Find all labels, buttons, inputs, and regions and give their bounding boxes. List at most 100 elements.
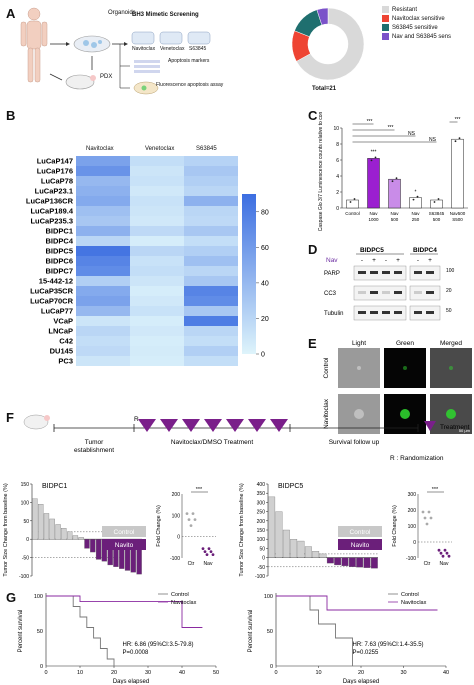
y-tick-label: 0 [40, 664, 43, 670]
panel-d-label: D [308, 242, 318, 257]
waterfall-bar [319, 553, 327, 558]
heatmap-cell [76, 206, 130, 216]
legend-swatch [382, 33, 389, 40]
micro-row-label: Control [323, 357, 330, 379]
heatmap-row-label: LuCaP189.4 [30, 207, 73, 216]
treatment-legend: Treatment [440, 424, 470, 431]
waterfall-bar [43, 513, 50, 540]
legend-swatch [382, 24, 389, 31]
waterfall-bidpc1: Tumor Size Change from baseline (%) 150 10… [3, 482, 216, 580]
heatmap-cell [76, 196, 130, 206]
blot-col1: BIDPC5 [360, 247, 384, 254]
heatmap-cell [184, 186, 238, 196]
heatmap-cell [76, 176, 130, 186]
legend-control: Control [401, 592, 419, 598]
bar-point [370, 159, 373, 162]
fold-y-tick: 0 [177, 535, 180, 541]
y-tick-label: 2 [336, 190, 339, 196]
blot-icon [134, 60, 160, 73]
blot-row-label: PARP [324, 271, 340, 277]
legend-label: Navitoclax sensitive [392, 15, 445, 22]
heatmap-cell [184, 296, 238, 306]
survival-right: Percent survival Days elapsed 0 50 100 0 10 20 3… [248, 592, 449, 684]
treatment-marker [226, 419, 244, 432]
fold-point [189, 524, 193, 527]
fluorescence-assay-label: Fluorescence apoptosis assay [156, 82, 224, 88]
bar-point [374, 156, 377, 159]
bar-point [437, 198, 440, 200]
heatmap-row-label: LuCaP23.1 [35, 187, 73, 196]
blot-box [353, 305, 407, 321]
screening-plate-icons [131, 31, 211, 45]
waterfall-bar [95, 539, 102, 560]
bar-label: Control [345, 211, 360, 216]
legend-label: Resistant [392, 6, 418, 13]
fold-point [437, 548, 441, 552]
panel-a-schematic [20, 7, 211, 95]
heatmap-cell [76, 236, 130, 246]
fold-point [439, 551, 443, 555]
sig-label: *** [388, 125, 394, 131]
blot-box [409, 305, 441, 321]
treatment-marker [204, 419, 222, 432]
micro-col-label: Merged [440, 340, 462, 347]
waterfall-bar [90, 539, 96, 553]
survival-navitoclax-line [276, 595, 438, 611]
x-tick-label: 10 [315, 670, 321, 676]
y-tick-label: 0 [336, 206, 339, 212]
x-tick-label: 40 [179, 670, 185, 676]
legend-entry: Resistant [382, 6, 451, 13]
y-tick-label: 300 [257, 500, 266, 506]
blot-kda: 20 [446, 288, 452, 294]
fold-point [211, 553, 215, 556]
blot-band [394, 291, 402, 294]
fold-point [427, 510, 431, 514]
y-tick-label: 50 [37, 629, 43, 635]
y-tick-label: 0 [270, 664, 273, 670]
blot-band [358, 271, 366, 274]
apoptosis-markers-label: Apoptosis markers [168, 58, 210, 64]
blot-band [414, 291, 422, 294]
fold-point [187, 518, 191, 521]
y-tick-label: 0 [26, 537, 29, 543]
fold-x-tick: Nav [440, 561, 449, 567]
heatmap-cell [130, 346, 184, 356]
heatmap-cell [76, 346, 130, 356]
heatmap-cell [76, 216, 130, 226]
legend-label: Nav and S63845 sens [392, 33, 452, 40]
heatmap-cell [184, 276, 238, 286]
fold-point [421, 510, 425, 514]
p-text: P=0.0008 [123, 650, 150, 656]
waterfall-bar [49, 518, 55, 540]
micro-scale: 50 μm [459, 428, 471, 433]
fold-x-tick: Nav [204, 561, 213, 567]
fold-y-tick: 100 [408, 524, 417, 530]
heatmap-cell [130, 216, 184, 226]
heatmap-row-label: C42 [59, 337, 73, 346]
screen-title: BH3 Mimetic Screening [132, 12, 199, 18]
fold-point [193, 518, 197, 521]
heatmap-cell [76, 256, 130, 266]
bar-point [416, 195, 419, 198]
human-figure-icon [20, 7, 48, 83]
y-tick-label: 4 [336, 174, 339, 180]
heatmap-cell [76, 276, 130, 286]
bar-point [458, 137, 461, 140]
heatmap-cell [184, 356, 238, 366]
waterfall-title: BIDPC5 [278, 483, 303, 490]
survival-control-line [46, 595, 115, 666]
waterfall-bar [72, 535, 79, 540]
bar-label: Nav [369, 211, 378, 216]
micro-cell [446, 409, 456, 419]
fold-point [429, 516, 433, 520]
heatmap-col-1: Navitoclax [86, 146, 114, 152]
heatmap-cell [76, 356, 130, 366]
fold-point [203, 550, 207, 553]
survival-ylabel: Percent survival [18, 610, 24, 653]
heatmap-row-label: PC3 [58, 357, 73, 366]
legend-navitoclax: Navitoclax [401, 600, 427, 606]
survival-navitoclax-line [46, 595, 203, 628]
heatmap-row-label: BIDPC6 [45, 257, 73, 266]
panel-e-label: E [308, 336, 317, 351]
legend-navitoclax: Navitoclax [171, 600, 197, 606]
